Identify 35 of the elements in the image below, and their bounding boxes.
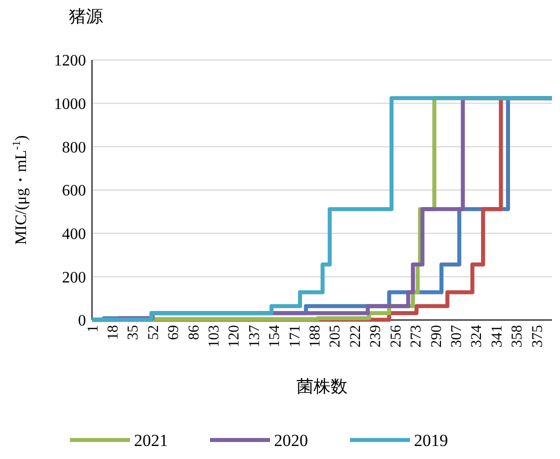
x-tick-label: 324 — [469, 324, 486, 348]
y-tick-label: 600 — [62, 182, 86, 200]
x-tick-label: 86 — [186, 324, 202, 340]
x-tick-label: 171 — [287, 325, 304, 348]
x-tick-label: 205 — [328, 325, 344, 348]
x-tick-label: 290 — [428, 325, 445, 348]
x-tick-label: 18 — [105, 325, 122, 340]
chart-title: 猪源 — [69, 7, 103, 26]
x-tick-label: 222 — [348, 325, 364, 348]
legend-label: 2020 — [274, 430, 308, 450]
y-tick-label: 1200 — [54, 52, 86, 70]
x-tick-label: 341 — [489, 325, 506, 348]
x-tick-label: 69 — [166, 325, 182, 340]
x-tick-label: 35 — [126, 325, 142, 340]
x-tick-label: 52 — [146, 325, 162, 340]
x-tick-label: 154 — [267, 324, 284, 348]
x-tick-label: 307 — [448, 324, 465, 348]
y-tick-label: 800 — [62, 139, 86, 156]
x-tick-label: 256 — [388, 324, 404, 348]
x-tick-label: 375 — [530, 325, 546, 348]
x-tick-label: 137 — [246, 324, 263, 348]
x-tick-label: 239 — [368, 325, 384, 348]
y-tick-label: 200 — [62, 269, 86, 286]
legend-label: 2019 — [414, 430, 448, 450]
x-tick-label: 273 — [408, 325, 425, 348]
x-tick-label: 1 — [85, 325, 102, 332]
y-tick-label: 400 — [62, 226, 86, 243]
y-tick-label: 1000 — [54, 96, 86, 113]
x-axis-title: 菌株数 — [296, 377, 348, 396]
x-tick-label: 103 — [206, 325, 222, 348]
legend-label: 2021 — [134, 430, 168, 450]
x-tick-label: 358 — [510, 325, 526, 348]
y-tick-label: 0 — [78, 312, 86, 330]
x-tick-label: 120 — [226, 325, 243, 348]
x-tick-label: 188 — [308, 325, 324, 348]
